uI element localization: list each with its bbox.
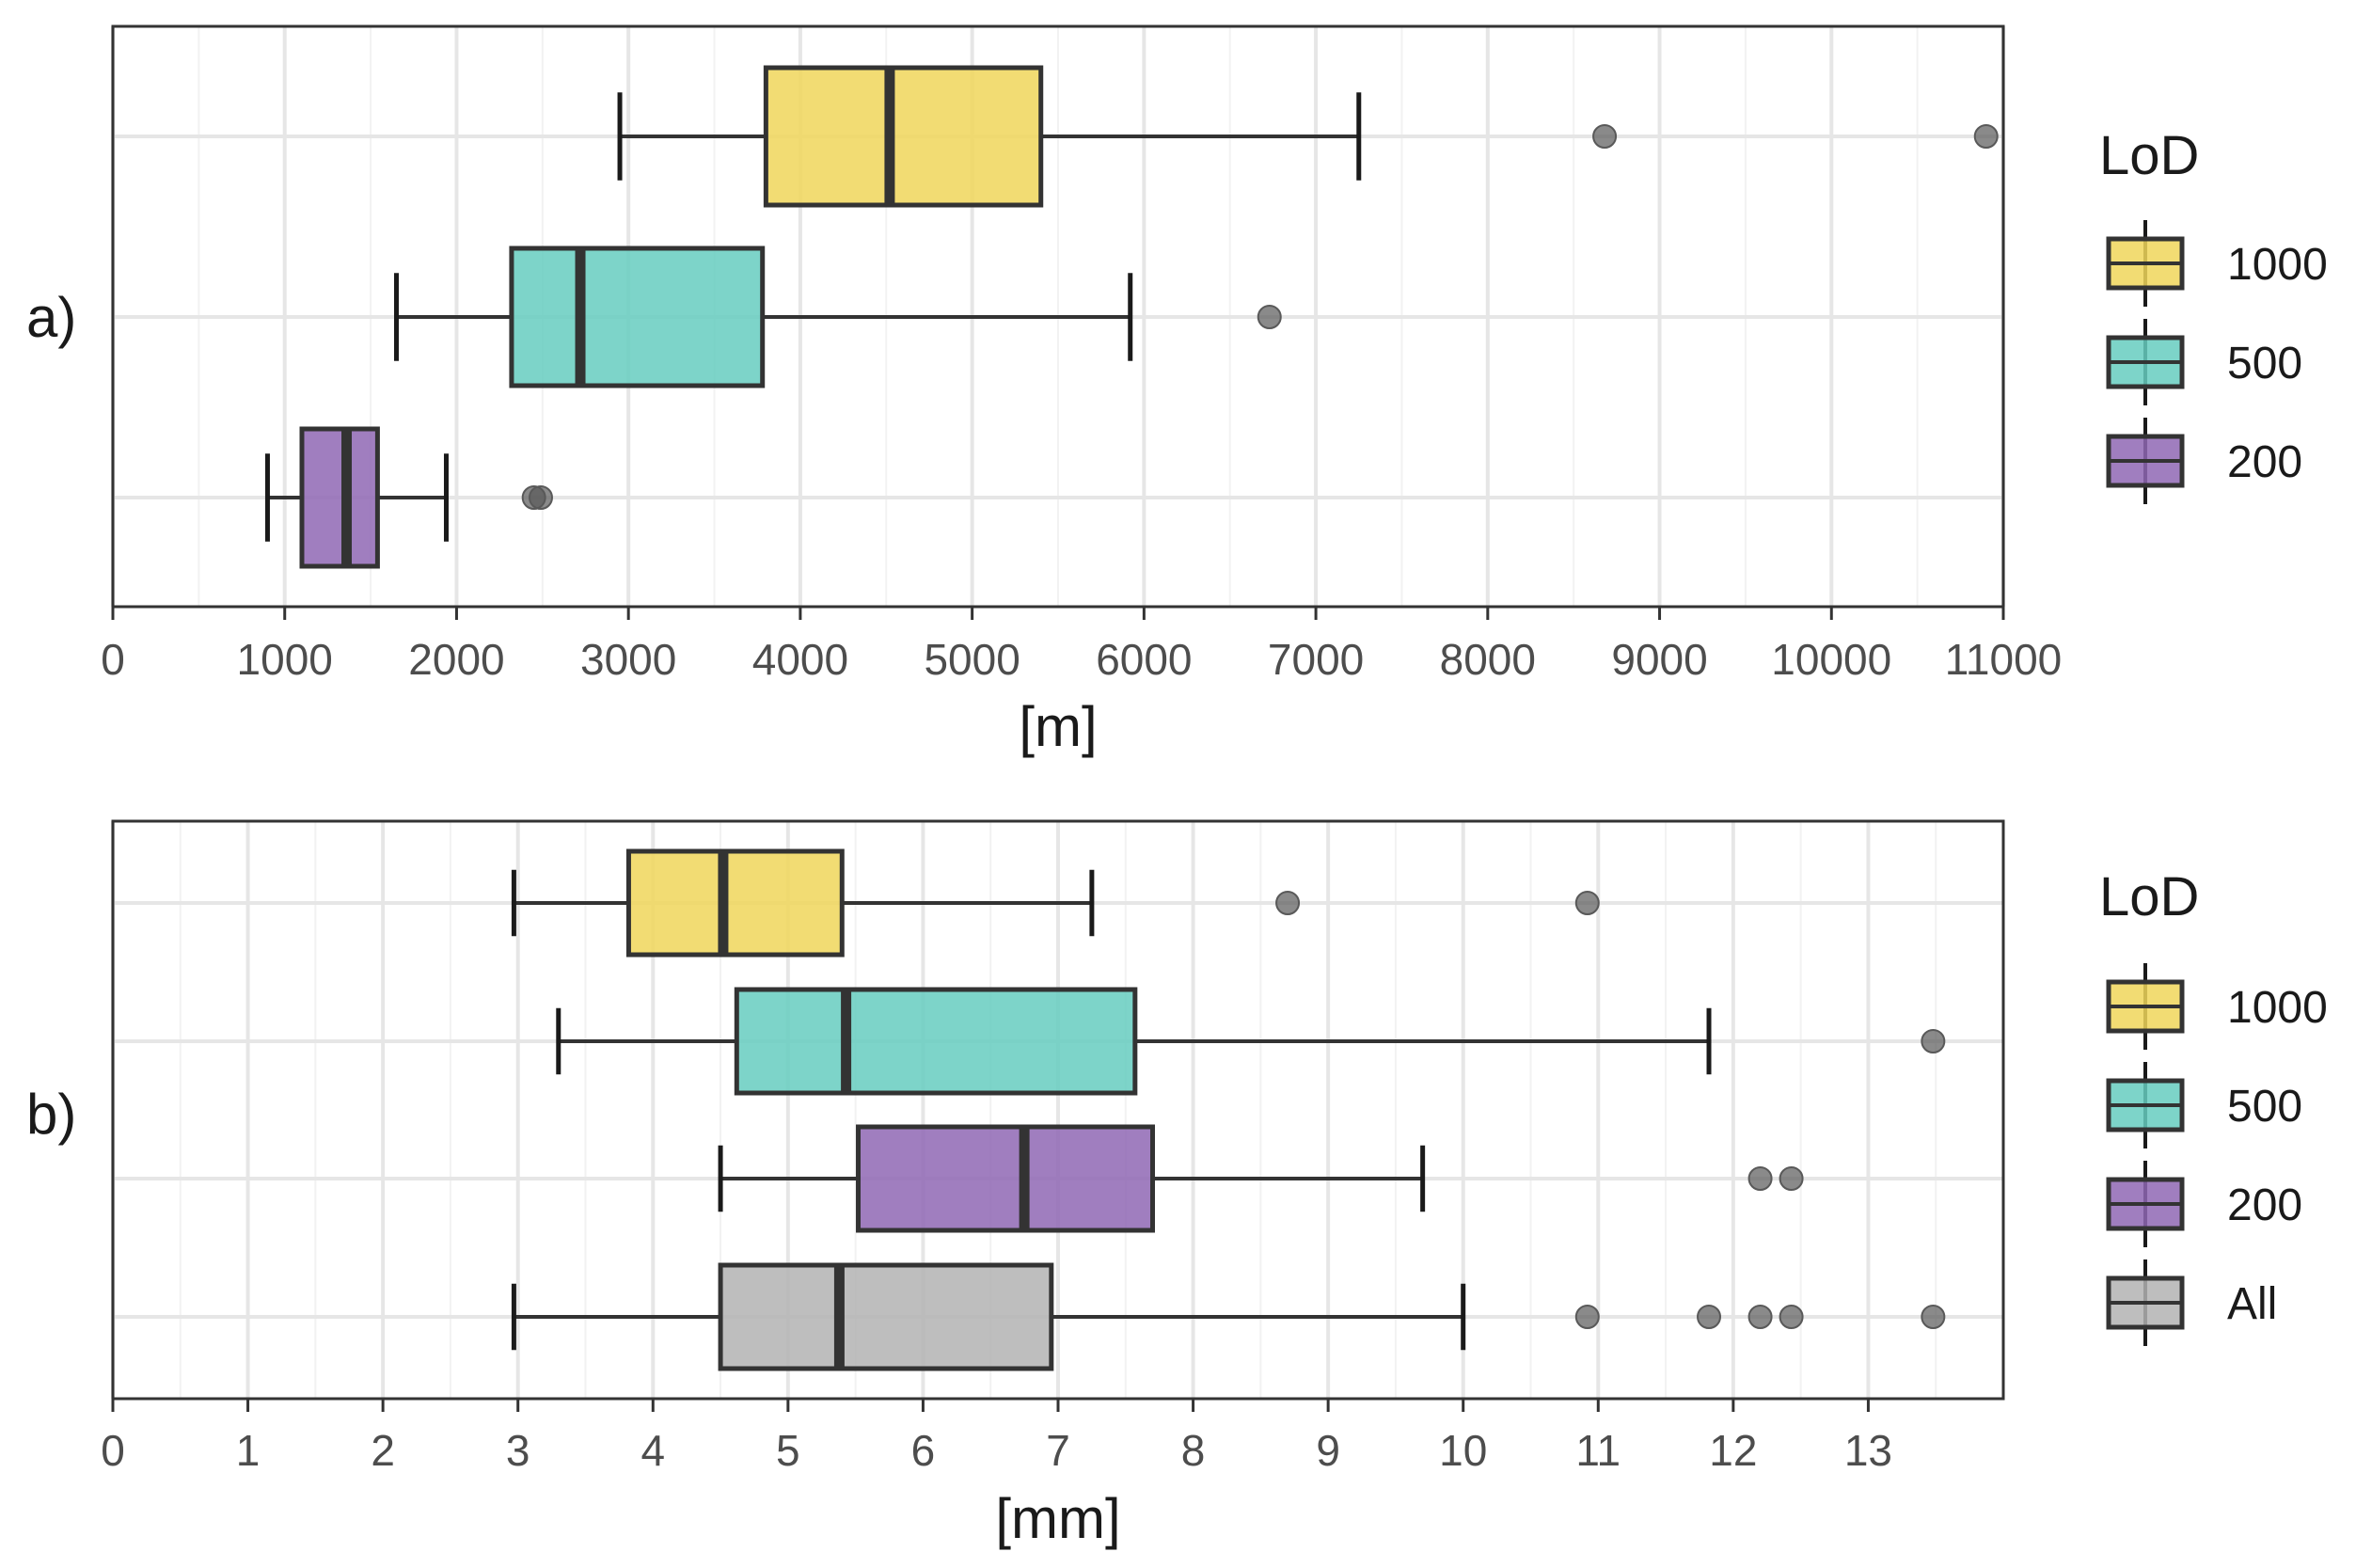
x-tick-label: 6	[911, 1426, 936, 1475]
x-tick-label: 9000	[1611, 635, 1707, 684]
outlier-point	[1921, 1305, 1946, 1329]
legend-label: 200	[2227, 437, 2302, 487]
box-iqr	[509, 245, 766, 388]
box-all	[511, 1262, 1946, 1371]
x-tick-label: 9	[1316, 1426, 1340, 1475]
x-tick-label: 3000	[580, 635, 676, 684]
outlier-point	[1973, 124, 1999, 149]
box-1000	[511, 848, 1600, 958]
legend-label: All	[2227, 1279, 2277, 1329]
x-tick-label: 10	[1439, 1426, 1487, 1475]
box-1000	[617, 65, 1999, 208]
x-tick-label: 2000	[408, 635, 504, 684]
x-tick-label: 1000	[237, 635, 333, 684]
box-iqr	[856, 1124, 1155, 1233]
panel-a: 0 1000 2000 3000 4000 5000 6000 7000 8000 9000 100…	[26, 24, 2328, 758]
x-tick-label: 3	[506, 1426, 530, 1475]
outlier-point	[1747, 1166, 1773, 1191]
legend-key-1000	[2106, 963, 2185, 1050]
box-iqr	[625, 848, 845, 958]
legend-key-all	[2106, 1259, 2185, 1346]
outlier-point	[1779, 1166, 1804, 1191]
outlier-point	[1921, 1029, 1946, 1053]
x-tick-label: 5	[776, 1426, 800, 1475]
legend-key-200	[2106, 1161, 2185, 1247]
legend-title: LoD	[2099, 125, 2199, 186]
legend-label: 500	[2227, 339, 2302, 388]
panel-border	[111, 24, 2005, 609]
x-tick-label: 0	[101, 635, 125, 684]
box-iqr	[734, 987, 1138, 1096]
x-tick-label: 2	[371, 1426, 395, 1475]
outlier-point	[1747, 1305, 1773, 1329]
x-tick-label: 12	[1709, 1426, 1757, 1475]
x-tick-label: 7000	[1268, 635, 1364, 684]
legend-label: 1000	[2227, 983, 2328, 1033]
outlier-point	[1697, 1305, 1722, 1329]
x-tick-label: 4000	[752, 635, 848, 684]
box-200	[718, 1124, 1804, 1233]
legend-label: 200	[2227, 1180, 2302, 1230]
outlier-point	[1275, 891, 1301, 915]
x-tick-label: 11	[1575, 1426, 1621, 1475]
box-iqr	[763, 65, 1044, 208]
legend: LoD 1000 500 200	[2099, 125, 2328, 504]
box-500	[394, 245, 1282, 388]
x-tick-label: 13	[1844, 1426, 1892, 1475]
x-tick-label: 11000	[1945, 635, 2063, 684]
outlier-point	[1779, 1305, 1804, 1329]
legend-label: 500	[2227, 1082, 2302, 1132]
x-tick-label: 8	[1181, 1426, 1206, 1475]
legend-key-500	[2106, 1062, 2185, 1148]
x-tick-label: 5000	[924, 635, 1020, 684]
legend-label: 1000	[2227, 240, 2328, 290]
x-tick-label: 4	[640, 1426, 665, 1475]
x-tick-label: 0	[101, 1426, 125, 1475]
legend-key-1000	[2106, 220, 2185, 307]
panel-label: b)	[26, 1083, 76, 1146]
box-200	[264, 426, 553, 569]
box-iqr	[718, 1262, 1054, 1371]
x-tick-label: 1	[236, 1426, 261, 1475]
x-tick-label: 7	[1046, 1426, 1070, 1475]
x-tick-label: 8000	[1440, 635, 1536, 684]
legend-key-200	[2106, 418, 2185, 504]
outlier-point	[1257, 305, 1282, 329]
outlier-point	[1574, 891, 1600, 915]
legend: LoD 1000 500 200 All	[2099, 866, 2328, 1346]
x-tick-label: 6000	[1096, 635, 1192, 684]
box-500	[556, 987, 1946, 1096]
x-axis-title: [m]	[1019, 695, 1097, 758]
outlier-point	[1592, 124, 1618, 149]
panel-label: a)	[26, 286, 76, 349]
outlier-point	[1574, 1305, 1600, 1329]
x-axis-title: [mm]	[995, 1487, 1120, 1550]
outlier-point	[528, 485, 553, 510]
legend-key-500	[2106, 319, 2185, 405]
legend-title: LoD	[2099, 866, 2199, 927]
x-tick-label: 10000	[1771, 635, 1891, 684]
box-iqr	[299, 426, 380, 569]
